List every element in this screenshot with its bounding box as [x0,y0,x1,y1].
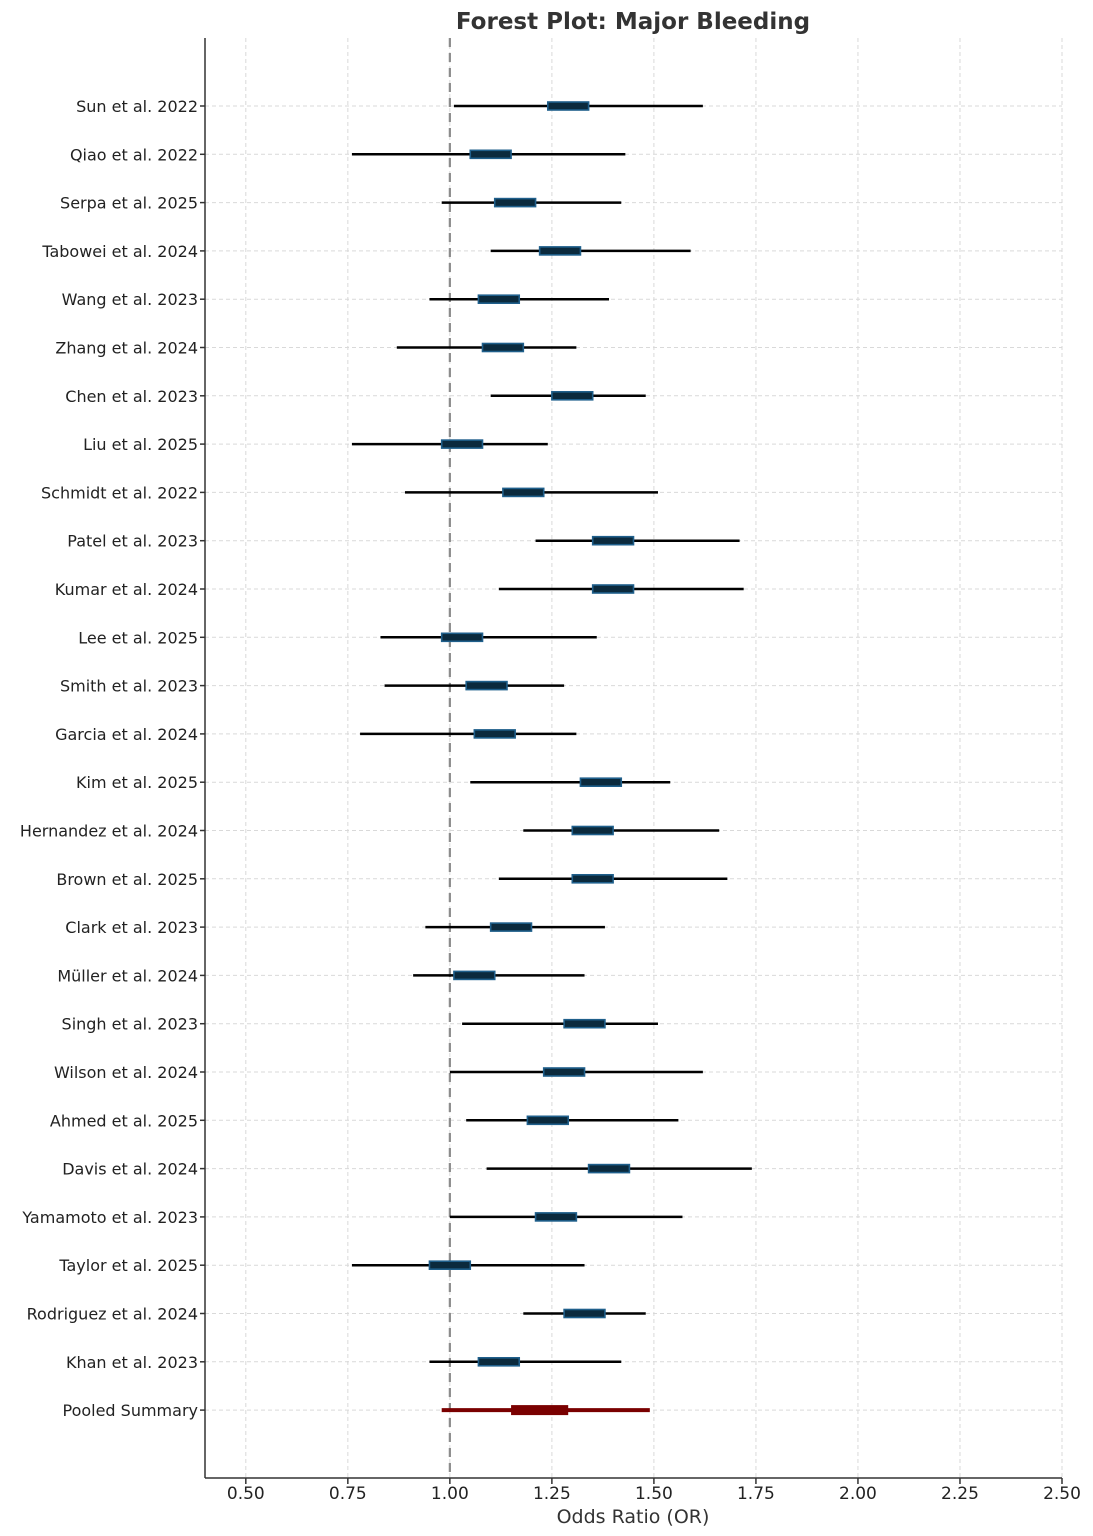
study-label: Singh et al. 2023 [62,1015,198,1034]
study-label: Qiao et al. 2022 [70,145,198,164]
estimate-box [481,342,525,353]
estimate-box [579,777,623,788]
estimate-box [473,729,516,739]
estimate-box [440,632,484,643]
estimate-box [563,1018,606,1029]
study-label: Clark et al. 2023 [65,918,198,937]
estimate-box [489,922,533,932]
summary-label: Pooled Summary [62,1401,198,1420]
x-tick-label: 2.50 [1043,1484,1081,1504]
study-label: Zhang et al. 2024 [55,339,198,358]
estimate-box [428,1260,472,1270]
study-label: Tabowei et al. 2024 [41,242,198,261]
x-tick-label: 0.50 [227,1484,265,1504]
study-label: Patel et al. 2023 [67,532,198,551]
study-label: Serpa et al. 2025 [60,194,198,213]
study-label: Kim et al. 2025 [76,773,198,792]
study-label: Khan et al. 2023 [66,1353,198,1372]
study-label: Rodriguez et al. 2024 [27,1305,198,1324]
x-tick-label: 1.50 [635,1484,673,1504]
study-label: Hernandez et al. 2024 [20,822,198,841]
estimate-box [534,1212,578,1222]
study-label: Lee et al. 2025 [78,628,198,647]
labels-layer: Sun et al. 2022 Qiao et al. 2022 Serpa et … [20,97,1081,1504]
axes-layer [200,38,1063,1484]
estimate-box [493,197,537,208]
estimate-box [477,294,521,305]
x-axis-label: Odds Ratio (OR) [557,1506,710,1528]
x-tick-label: 2.25 [941,1484,979,1504]
estimate-box [465,680,508,691]
estimate-box [563,1308,606,1319]
study-label: Schmidt et al. 2022 [41,483,198,502]
study-label: Taylor et al. 2025 [58,1256,198,1275]
study-label: Garcia et al. 2024 [55,725,198,744]
estimate-box [571,825,614,836]
marks-layer [351,101,752,1416]
x-tick-label: 1.25 [533,1484,571,1504]
estimate-box [591,584,635,594]
study-label: Sun et al. 2022 [76,97,198,116]
estimate-box [477,1357,521,1367]
x-tick-label: 0.75 [329,1484,367,1504]
grid-layer [205,38,1063,1478]
study-label: Kumar et al. 2024 [55,580,198,599]
estimate-box [587,1163,631,1174]
x-tick-label: 1.75 [737,1484,775,1504]
estimate-box [542,1067,586,1077]
estimate-box [502,487,545,498]
study-label: Ahmed et al. 2025 [50,1111,198,1130]
estimate-box [453,970,496,981]
study-label: Liu et al. 2025 [83,435,198,454]
estimate-box [526,1115,570,1126]
study-label: Yamamoto et al. 2023 [21,1208,198,1227]
chart-title: Forest Plot: Major Bleeding [456,9,810,35]
study-label: Chen et al. 2023 [65,387,198,406]
estimate-box [551,390,594,401]
study-label: Davis et al. 2024 [62,1160,198,1179]
study-label: Smith et al. 2023 [60,677,198,696]
estimate-box [440,439,484,449]
summary-estimate-box [511,1405,569,1416]
estimate-box [571,873,614,884]
estimate-box [469,149,512,160]
x-tick-label: 1.00 [431,1484,469,1504]
estimate-box [538,246,582,256]
x-tick-label: 2.00 [839,1484,877,1504]
estimate-box [591,535,635,546]
study-label: Wilson et al. 2024 [54,1063,198,1082]
study-label: Brown et al. 2025 [56,870,198,889]
estimate-box [546,101,590,111]
study-label: Wang et al. 2023 [62,290,198,309]
study-label: Müller et al. 2024 [57,966,198,985]
